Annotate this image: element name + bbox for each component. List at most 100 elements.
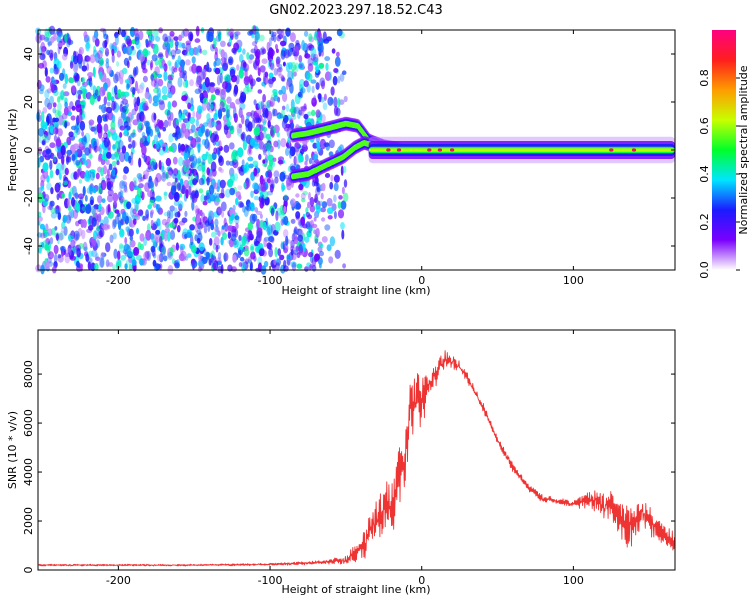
noise-blob xyxy=(127,250,133,259)
noise-blob xyxy=(131,48,137,56)
noise-blob xyxy=(260,183,267,192)
noise-blob xyxy=(39,53,43,60)
noise-blob xyxy=(152,259,157,267)
noise-blob xyxy=(142,215,147,221)
noise-blob xyxy=(112,232,117,240)
noise-blob xyxy=(130,151,134,160)
noise-blob xyxy=(173,217,179,224)
noise-blob xyxy=(200,194,205,203)
noise-blob xyxy=(45,76,51,83)
noise-blob xyxy=(257,89,263,94)
noise-blob xyxy=(259,34,265,42)
noise-blob xyxy=(172,132,177,138)
noise-blob xyxy=(158,222,162,231)
noise-blob xyxy=(247,156,254,162)
noise-blob xyxy=(236,64,240,71)
noise-blob xyxy=(311,223,318,229)
noise-blob xyxy=(49,95,54,105)
noise-blob xyxy=(314,238,319,244)
noise-blob xyxy=(333,210,337,220)
noise-blob xyxy=(131,259,137,266)
noise-blob xyxy=(129,181,135,192)
noise-blob xyxy=(267,120,271,128)
noise-blob xyxy=(206,113,211,121)
noise-blob xyxy=(103,137,110,148)
spectrogram-x-ticks: -200 -100 0 100 xyxy=(106,30,584,287)
noise-blob xyxy=(65,154,70,165)
noise-blob xyxy=(181,30,185,39)
noise-blob xyxy=(64,252,71,257)
noise-blob xyxy=(307,201,311,209)
noise-blob xyxy=(262,145,267,153)
noise-blob xyxy=(94,95,98,103)
noise-blob xyxy=(156,119,161,127)
noise-blob xyxy=(167,251,174,260)
noise-blob xyxy=(285,62,291,73)
noise-blob xyxy=(174,177,178,183)
noise-blob xyxy=(254,32,261,43)
noise-blob xyxy=(168,146,174,152)
noise-blob xyxy=(199,48,203,54)
noise-blob xyxy=(42,134,48,141)
noise-blob xyxy=(190,124,196,133)
noise-blob xyxy=(337,75,341,84)
noise-blob xyxy=(163,191,168,196)
noise-blob xyxy=(229,208,236,217)
noise-blob xyxy=(253,112,260,118)
noise-blob xyxy=(285,27,291,37)
noise-blob xyxy=(281,105,286,111)
noise-blob xyxy=(189,143,194,150)
noise-blob xyxy=(75,159,81,166)
noise-blob xyxy=(156,87,162,98)
noise-blob xyxy=(187,102,192,110)
noise-blob xyxy=(138,183,144,189)
noise-blob xyxy=(254,34,258,45)
noise-blob xyxy=(226,120,231,128)
noise-blob xyxy=(331,48,336,54)
noise-blob xyxy=(166,170,173,179)
noise-blob xyxy=(40,41,46,52)
noise-blob xyxy=(111,219,116,230)
noise-blob xyxy=(170,49,177,58)
noise-blob xyxy=(196,237,201,244)
noise-blob xyxy=(185,40,192,46)
noise-blob xyxy=(341,229,345,240)
noise-blob xyxy=(183,150,189,161)
noise-blob xyxy=(285,147,290,157)
noise-blob xyxy=(293,106,300,114)
noise-blob xyxy=(103,123,109,133)
noise-blob xyxy=(166,42,171,53)
noise-blob xyxy=(301,197,306,203)
noise-blob xyxy=(253,195,259,201)
noise-blob xyxy=(262,159,266,164)
noise-blob xyxy=(82,186,86,196)
noise-blob xyxy=(192,178,198,186)
noise-blob xyxy=(63,106,69,116)
noise-blob xyxy=(140,243,144,251)
noise-blob xyxy=(195,25,200,37)
noise-blob xyxy=(273,95,279,102)
noise-blob xyxy=(181,42,186,49)
noise-blob xyxy=(70,115,76,121)
noise-blob xyxy=(137,84,144,94)
carrier-peak xyxy=(449,148,455,152)
noise-blob xyxy=(81,130,84,137)
noise-blob xyxy=(277,248,282,256)
noise-blob xyxy=(234,34,239,40)
noise-blob xyxy=(210,223,215,231)
noise-blob xyxy=(40,120,46,130)
noise-blob xyxy=(98,57,104,66)
noise-blob xyxy=(172,173,177,179)
noise-blob xyxy=(303,80,309,88)
noise-blob xyxy=(163,255,168,262)
noise-blob xyxy=(275,258,280,263)
noise-blob xyxy=(263,130,267,139)
noise-blob xyxy=(186,120,190,130)
noise-blob xyxy=(167,101,172,110)
noise-blob xyxy=(122,211,127,222)
noise-blob xyxy=(75,104,82,113)
noise-blob xyxy=(116,212,121,217)
noise-blob xyxy=(243,182,247,189)
